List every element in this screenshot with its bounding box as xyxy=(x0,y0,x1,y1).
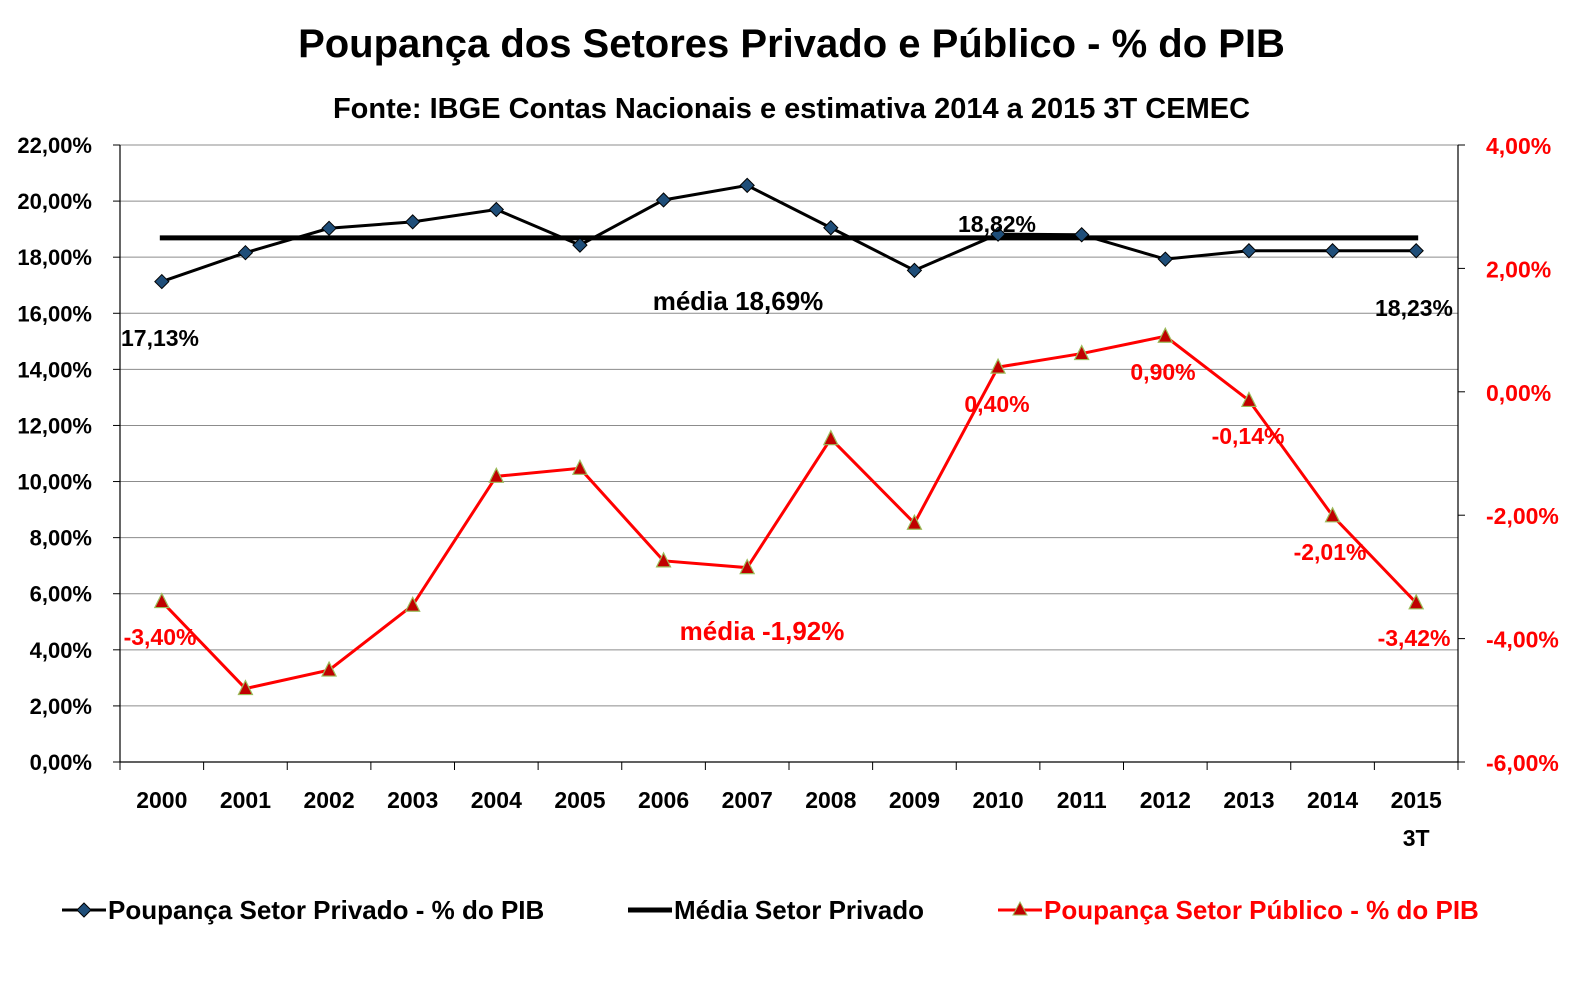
private-point xyxy=(823,220,839,236)
private-series-line xyxy=(161,183,1417,283)
left-tick-label: 2,00% xyxy=(30,694,92,719)
data-label: -3,40% xyxy=(124,624,197,650)
public-point xyxy=(822,429,839,446)
axes: 0,00% 2,00% 4,00% 6,00% 8,00% 10,00% 12,00% 14,… xyxy=(17,133,1559,851)
public-point xyxy=(321,660,338,677)
legend-swatch-triangle-line xyxy=(998,900,1042,916)
private-point xyxy=(655,192,672,208)
data-label: 18,82% xyxy=(958,211,1036,237)
x-tick-label: 2000 xyxy=(136,787,187,813)
x-tick-label: 2013 xyxy=(1223,787,1274,813)
legend-item-private: Poupança Setor Privado - % do PIB xyxy=(62,890,544,930)
private-point xyxy=(1408,243,1424,259)
data-label: 17,13% xyxy=(121,325,199,351)
left-tick-label: 16,00% xyxy=(17,301,92,326)
x-tick-label: 2011 xyxy=(1057,787,1107,813)
left-tick-label: 12,00% xyxy=(17,413,92,438)
legend-item-public: Poupança Setor Público - % do PIB xyxy=(998,890,1479,930)
series xyxy=(153,177,1425,696)
public-point xyxy=(990,357,1007,374)
public-point xyxy=(153,592,170,609)
left-tick-label: 10,00% xyxy=(17,470,92,495)
x-tick-label: 2006 xyxy=(638,787,689,813)
left-tick-label: 22,00% xyxy=(17,133,92,158)
legend-label-private: Poupança Setor Privado - % do PIB xyxy=(108,894,545,925)
private-point xyxy=(1241,243,1257,259)
left-tick-label: 8,00% xyxy=(30,526,92,551)
legend: Poupança Setor Privado - % do PIB Média … xyxy=(0,890,1583,930)
private-point xyxy=(1324,243,1341,259)
private-point xyxy=(1157,251,1174,267)
x-tick-label: 2010 xyxy=(972,787,1023,813)
right-tick-label: 2,00% xyxy=(1486,256,1551,282)
left-tick-label: 14,00% xyxy=(17,357,92,382)
x-tick-label: 2003 xyxy=(387,787,438,813)
right-tick-label: -2,00% xyxy=(1486,503,1559,529)
left-tick-label: 18,00% xyxy=(17,245,92,270)
x-tick-label: 2005 xyxy=(554,787,605,813)
private-point xyxy=(906,262,923,279)
public-point xyxy=(237,679,254,696)
private-point xyxy=(154,273,170,290)
right-tick-label: 4,00% xyxy=(1486,133,1551,159)
left-tick-label: 20,00% xyxy=(17,189,92,214)
public-point xyxy=(1240,391,1257,408)
private-point xyxy=(739,177,755,194)
public-point xyxy=(655,551,672,568)
public-series-line xyxy=(160,334,1418,691)
x-tick-label: 2014 xyxy=(1307,787,1358,813)
legend-item-average: Média Setor Privado xyxy=(628,890,924,930)
data-label: 0,90% xyxy=(1130,359,1195,385)
legend-swatch-line xyxy=(628,907,672,913)
public-point xyxy=(1073,344,1090,361)
x-tick-label: 2012 xyxy=(1140,787,1191,813)
left-tick-label: 0,00% xyxy=(30,750,92,775)
x-tick-label: 2008 xyxy=(805,787,856,813)
data-label: média 18,69% xyxy=(653,286,824,316)
x-tick-label: 2004 xyxy=(471,787,522,813)
gridlines xyxy=(120,144,1458,707)
data-label: média -1,92% xyxy=(680,616,845,646)
private-point xyxy=(1073,227,1090,243)
public-point xyxy=(404,595,421,612)
left-tick-label: 6,00% xyxy=(30,582,92,607)
public-point xyxy=(1324,506,1341,523)
legend-swatch-diamond-line xyxy=(62,902,106,918)
line-chart: 0,00% 2,00% 4,00% 6,00% 8,00% 10,00% 12,00% 14,… xyxy=(17,133,1559,851)
chart-subtitle: Fonte: IBGE Contas Nacionais e estimativ… xyxy=(332,93,1251,125)
public-point xyxy=(571,458,588,475)
private-point xyxy=(321,220,337,237)
legend-label-public: Poupança Setor Público - % do PIB xyxy=(1044,894,1479,925)
private-point xyxy=(572,237,588,253)
data-label: 0,40% xyxy=(964,391,1029,417)
public-point xyxy=(1157,326,1174,343)
data-label: -2,01% xyxy=(1294,539,1367,565)
right-tick-label: -6,00% xyxy=(1486,750,1559,776)
x-tick-label: 2001 xyxy=(220,787,271,813)
x-tick-label: 2007 xyxy=(722,787,773,813)
data-labels: 17,13% 18,82% média 18,69% 18,23% -3,40% 0,40… xyxy=(121,211,1453,651)
private-point xyxy=(404,214,421,230)
public-point xyxy=(739,558,756,575)
x-tick-label: 2002 xyxy=(303,787,354,813)
right-tick-label: 0,00% xyxy=(1486,380,1551,406)
private-point xyxy=(237,244,254,261)
x-tick-label: 2009 xyxy=(889,787,940,813)
right-tick-label: -4,00% xyxy=(1486,627,1559,653)
public-point xyxy=(1408,593,1425,610)
data-label: 18,23% xyxy=(1375,295,1453,321)
left-tick-label: 4,00% xyxy=(30,638,92,663)
x-tick-label: 3T xyxy=(1403,825,1430,851)
public-point xyxy=(488,466,505,483)
legend-label-average: Média Setor Privado xyxy=(674,894,924,925)
data-label: -0,14% xyxy=(1212,423,1285,449)
public-point xyxy=(906,513,923,530)
private-point xyxy=(990,226,1006,242)
data-label: -3,42% xyxy=(1378,625,1451,651)
chart-title: Poupança dos Setores Privado e Público -… xyxy=(298,22,1285,66)
private-point xyxy=(488,201,505,218)
x-tick-label: 2015 xyxy=(1391,787,1442,813)
